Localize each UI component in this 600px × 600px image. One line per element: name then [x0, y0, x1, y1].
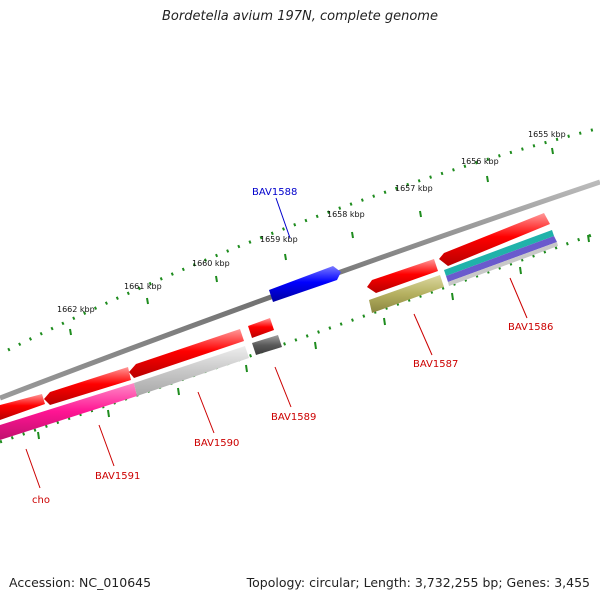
- leader-bav1591: [98, 424, 115, 467]
- gene-arrow-bav1586[interactable]: [439, 213, 550, 266]
- kbp-label-1660: 1660 kbp: [192, 259, 230, 268]
- kbp-label-1655: 1655 kbp: [528, 130, 566, 139]
- leader-bav1586: [509, 277, 528, 319]
- kbp-label-1661: 1661 kbp: [124, 282, 162, 291]
- kbp-label-1662: 1662 kbp: [57, 305, 95, 314]
- leader-bav1590: [197, 391, 215, 434]
- kbp-label-1659: 1659 kbp: [260, 235, 298, 244]
- leader-cho: [25, 448, 41, 489]
- gene-label-bav1588[interactable]: BAV1588: [252, 187, 297, 198]
- gene-band-bav1591[interactable]: [0, 383, 137, 440]
- gene-label-bav1587[interactable]: BAV1587: [413, 359, 458, 370]
- kbp-label-1658: 1658 kbp: [327, 210, 365, 219]
- leader-bav1587: [413, 313, 433, 356]
- gene-arrow-bav1589[interactable]: [248, 318, 274, 338]
- gene-arrow-bav1590b[interactable]: [129, 329, 244, 378]
- gene-band-bav1586-teal[interactable]: [444, 230, 554, 276]
- leader-bav1588: [275, 197, 291, 239]
- gene-band-bav1590[interactable]: [134, 346, 249, 396]
- gene-arrow-bav1590[interactable]: [44, 367, 131, 405]
- map-title: Bordetella avium 197N, complete genome: [162, 9, 438, 24]
- gene-label-cho[interactable]: cho: [32, 495, 50, 506]
- genome-summary-text: Topology: circular; Length: 3,732,255 bp…: [246, 575, 590, 590]
- gene-arrow-bav1591[interactable]: [0, 394, 45, 420]
- accession-text: Accession: NC_010645: [9, 575, 152, 590]
- gene-label-bav1589[interactable]: BAV1589: [271, 412, 316, 423]
- gene-arrow-bav1587[interactable]: [367, 259, 438, 293]
- kbp-label-1656: 1656 kbp: [461, 157, 499, 166]
- kbp-label-1657: 1657 kbp: [395, 184, 433, 193]
- leader-bav1589: [274, 366, 292, 408]
- forward-major-ticks: [69, 147, 554, 336]
- gene-band-bav1587[interactable]: [369, 275, 444, 313]
- reverse-major-ticks: [37, 234, 590, 440]
- gene-label-bav1591[interactable]: BAV1591: [95, 471, 140, 482]
- gene-band-bav1586-gray[interactable]: [448, 242, 558, 286]
- gene-band-bav1589[interactable]: [252, 335, 282, 355]
- gene-label-bav1586[interactable]: BAV1586: [508, 322, 553, 333]
- gene-label-bav1590[interactable]: BAV1590: [194, 438, 239, 449]
- gene-arrow-bav1588[interactable]: [269, 266, 341, 302]
- gene-band-bav1586-purple[interactable]: [446, 236, 557, 282]
